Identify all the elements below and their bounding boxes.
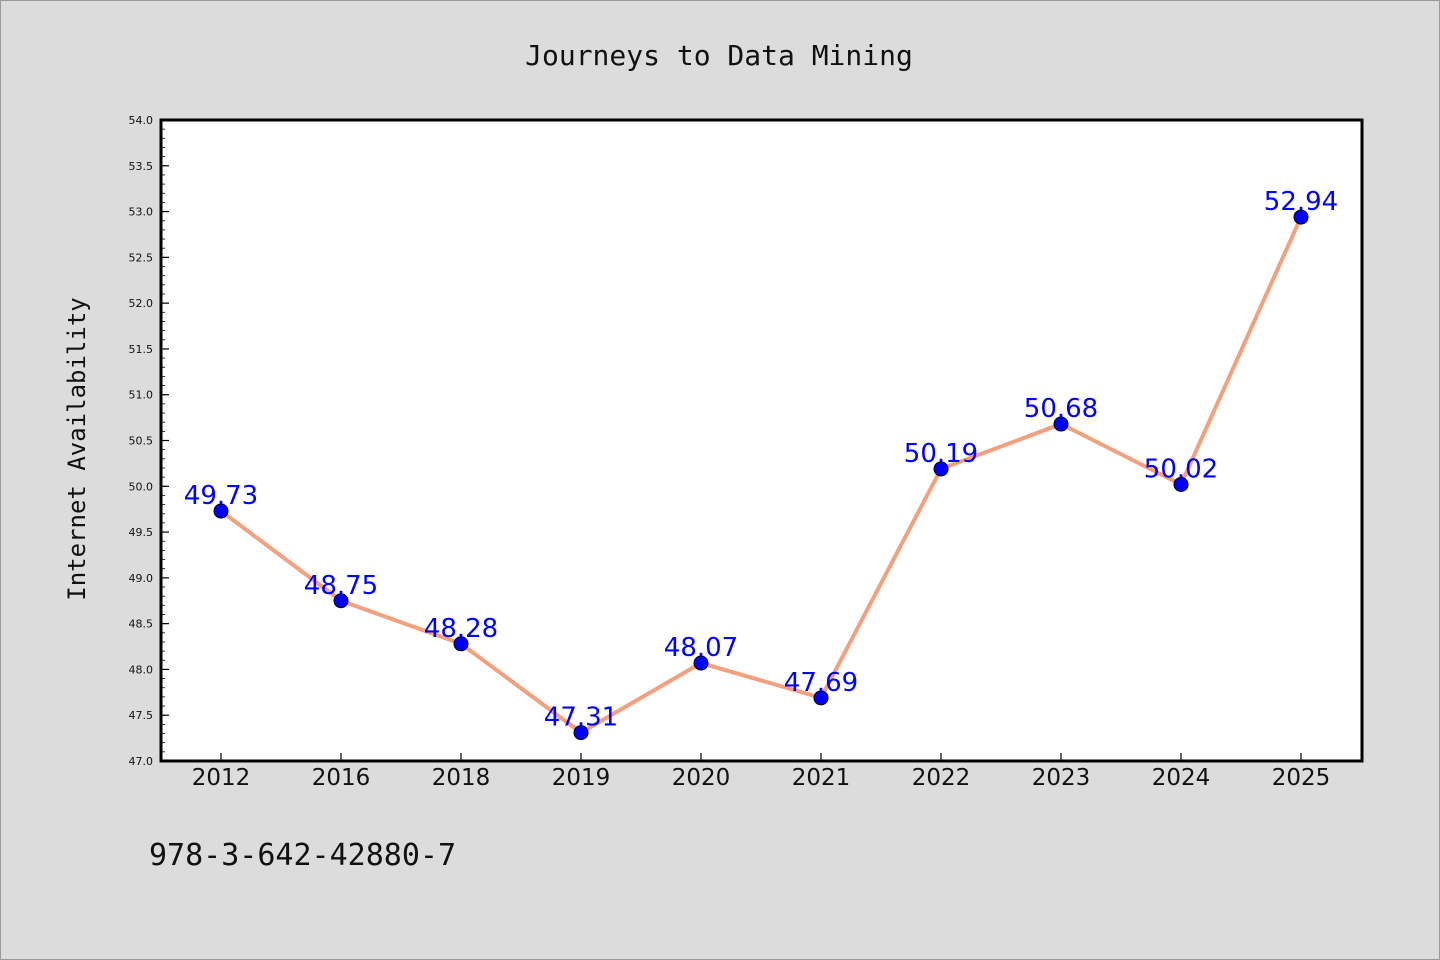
x-tick-label: 2012 (192, 765, 251, 791)
x-tick-label: 2019 (552, 765, 611, 791)
x-tick-label: 2020 (672, 765, 731, 791)
data-point (453, 636, 469, 652)
x-tick-label: 2024 (1152, 765, 1211, 791)
data-label: 50.19 (904, 439, 978, 469)
x-axis: 2012 2016 2018 2019 2020 2021 2022 2023 2024 2025 (192, 753, 1331, 791)
data-point (693, 655, 709, 671)
y-tick-label: 51.0 (129, 389, 154, 402)
data-label: 48.75 (304, 571, 378, 601)
y-tick-label: 53.5 (129, 160, 154, 173)
y-tick-label: 50.5 (129, 435, 154, 448)
y-tick-label: 49.0 (129, 572, 154, 585)
data-label: 48.28 (424, 614, 498, 644)
y-tick-label: 53.0 (129, 206, 154, 219)
data-point (1293, 209, 1309, 225)
y-tick-label: 52.0 (129, 297, 154, 310)
y-axis-label: Internet Availability (63, 297, 91, 600)
data-label: 50.02 (1144, 454, 1218, 484)
data-point (1173, 476, 1189, 492)
data-label: 52.94 (1264, 187, 1338, 217)
y-tick-label: 47.5 (129, 709, 154, 722)
y-tick-label: 52.5 (129, 251, 154, 264)
series-layer: 49.73 48.75 48.28 47.31 48.07 47.69 50.19 50.68… (184, 187, 1338, 741)
plot-area (159, 118, 1364, 763)
y-axis: 47.0 47.5 48.0 48.5 49.0 49.5 50.0 50.5 51.0 51.5… (129, 114, 169, 768)
data-point (573, 725, 589, 741)
x-tick-label: 2023 (1032, 765, 1091, 791)
x-tick-label: 2025 (1272, 765, 1331, 791)
chart-title: Journeys to Data Mining (525, 39, 913, 72)
y-tick-label: 49.5 (129, 526, 154, 539)
y-tick-label: 51.5 (129, 343, 154, 356)
y-tick-label: 47.0 (129, 755, 154, 768)
data-point (933, 461, 949, 477)
data-point (333, 593, 349, 609)
x-tick-label: 2021 (792, 765, 851, 791)
x-tick-label: 2016 (312, 765, 371, 791)
data-label: 48.07 (664, 633, 738, 663)
data-label: 47.31 (544, 703, 618, 733)
data-point (813, 690, 829, 706)
x-tick-label: 2018 (432, 765, 491, 791)
y-tick-label: 54.0 (129, 114, 154, 127)
data-point (213, 503, 229, 519)
data-label: 49.73 (184, 481, 258, 511)
x-tick-label: 2022 (912, 765, 971, 791)
y-tick-label: 48.5 (129, 618, 154, 631)
isbn-annotation: 978-3-642-42880-7 (149, 838, 456, 873)
data-point (1053, 416, 1069, 432)
series-line (219, 216, 1303, 735)
data-label: 50.68 (1024, 394, 1098, 424)
y-tick-label: 50.0 (129, 480, 154, 493)
y-tick-label: 48.0 (129, 663, 154, 676)
data-label: 47.69 (784, 668, 858, 698)
